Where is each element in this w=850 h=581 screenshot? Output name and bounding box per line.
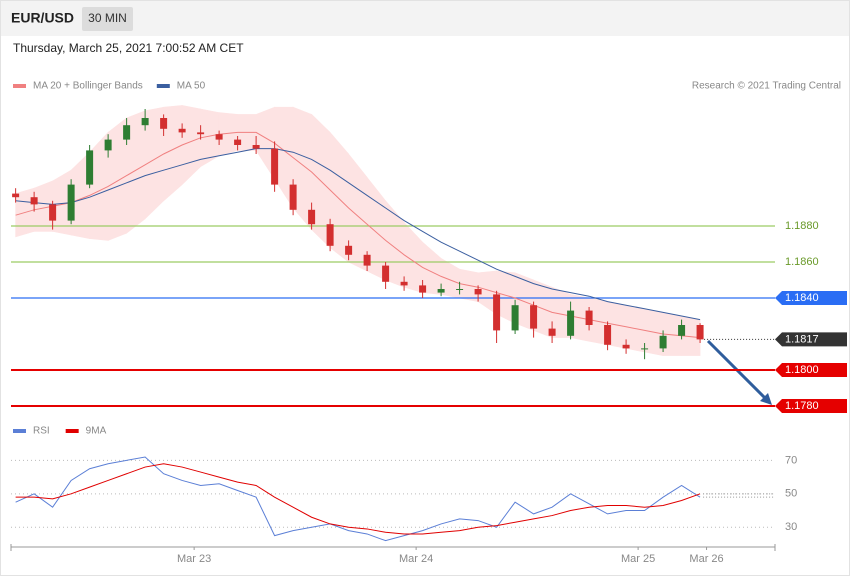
candle-body bbox=[12, 193, 20, 198]
legend-swatch bbox=[13, 429, 26, 433]
level-label: 1.1860 bbox=[785, 256, 819, 268]
legend-swatch bbox=[156, 84, 170, 88]
candle-body bbox=[585, 310, 593, 325]
candle-body bbox=[326, 224, 334, 246]
x-tick-label: Mar 25 bbox=[621, 553, 655, 565]
candle-body bbox=[548, 328, 556, 336]
candle-body bbox=[271, 148, 279, 185]
level-tag bbox=[775, 332, 847, 347]
candle-body bbox=[123, 125, 131, 140]
candle-body bbox=[178, 128, 186, 133]
candle-body bbox=[659, 335, 667, 349]
candle-body bbox=[252, 145, 260, 149]
candle-body bbox=[30, 197, 38, 205]
y-tick-label: 50 bbox=[785, 488, 797, 500]
level-tag bbox=[775, 399, 847, 413]
y-tick-label: 70 bbox=[785, 454, 797, 466]
candle-body bbox=[456, 289, 464, 290]
level-label: 1.1840 bbox=[785, 292, 819, 304]
y-tick-label: 30 bbox=[785, 521, 797, 533]
x-tick-label: Mar 26 bbox=[689, 553, 723, 565]
candle-body bbox=[437, 289, 445, 293]
candle-body bbox=[419, 285, 427, 293]
timestamp: Thursday, March 25, 2021 7:00:52 AM CET bbox=[13, 41, 244, 55]
candle-body bbox=[474, 289, 482, 295]
candle-body bbox=[530, 305, 538, 329]
indicator-line bbox=[15, 463, 701, 535]
level-label: 1.1817 bbox=[785, 333, 819, 345]
level-tag bbox=[775, 363, 847, 377]
legend-swatch bbox=[13, 84, 26, 88]
candle-body bbox=[604, 325, 612, 345]
level-label: 1.1780 bbox=[785, 400, 819, 412]
legend-label: 9MA bbox=[86, 426, 107, 437]
candle-body bbox=[215, 134, 223, 140]
candle-body bbox=[234, 139, 242, 145]
candle-body bbox=[197, 132, 205, 135]
candle-body bbox=[641, 348, 649, 350]
candle-body bbox=[696, 325, 704, 340]
level-label: 1.1880 bbox=[785, 220, 819, 232]
candle-body bbox=[67, 184, 75, 221]
level-tag bbox=[775, 291, 847, 305]
legend-label: MA 50 bbox=[177, 81, 206, 92]
candle-body bbox=[400, 281, 408, 286]
candle-body bbox=[363, 254, 371, 266]
candle-body bbox=[49, 204, 57, 221]
candle-body bbox=[289, 184, 297, 210]
source: Research © 2021 Trading Central bbox=[692, 81, 841, 92]
legend-label: MA 20 + Bollinger Bands bbox=[33, 81, 143, 92]
interval-box[interactable] bbox=[82, 7, 133, 31]
candle-body bbox=[308, 209, 316, 225]
x-tick-label: Mar 23 bbox=[177, 553, 211, 565]
candle-body bbox=[141, 118, 149, 126]
legend-label: RSI bbox=[33, 426, 50, 437]
candle-body bbox=[678, 325, 686, 336]
header-bar bbox=[1, 1, 849, 36]
level-label: 1.1800 bbox=[785, 364, 819, 376]
candle-body bbox=[511, 305, 519, 331]
candle-body bbox=[493, 294, 501, 331]
candle-body bbox=[567, 310, 575, 336]
candle-body bbox=[622, 344, 630, 349]
ma-line bbox=[15, 148, 701, 321]
symbol: EUR/USD bbox=[11, 10, 74, 26]
candle-body bbox=[345, 245, 353, 255]
indicator-line bbox=[15, 456, 701, 542]
candle-body bbox=[104, 139, 112, 151]
x-tick-label: Mar 24 bbox=[399, 553, 433, 565]
candle-body bbox=[160, 118, 168, 129]
interval[interactable]: 30 MIN bbox=[88, 11, 127, 25]
plot-layer: 1.1880 1.1860 1.1840 1.1817 1.1800 1.1780 MA 2… bbox=[10, 81, 847, 565]
forecast-arrow-head bbox=[760, 393, 772, 405]
candle-body bbox=[382, 265, 390, 282]
legend-swatch bbox=[65, 429, 79, 433]
candle-body bbox=[86, 150, 94, 185]
